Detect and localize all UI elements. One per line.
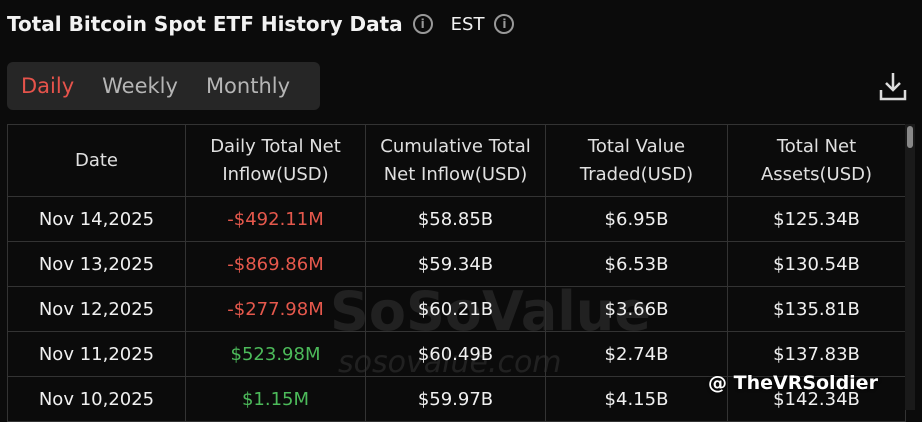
table-cell: $60.21B: [365, 286, 546, 332]
table-cell: -$492.11M: [185, 196, 366, 242]
tab[interactable]: Monthly: [205, 74, 291, 98]
table-cell: $1.15M: [185, 376, 366, 422]
table-cell: -$869.86M: [185, 241, 366, 287]
table-row: Nov 11,2025 $523.98M $60.49B $2.74B $137.83B: [7, 331, 906, 377]
table-cell: Nov 10,2025: [7, 376, 186, 422]
table-cell: -$277.98M: [185, 286, 366, 332]
table-cell: Nov 12,2025: [7, 286, 186, 332]
table-cell: $130.54B: [727, 241, 906, 287]
table-cell: Nov 11,2025: [7, 331, 186, 377]
header: Total Bitcoin Spot ETF History Data i ES…: [7, 12, 515, 36]
table-cell: $137.83B: [727, 331, 906, 377]
table-cell: Nov 14,2025: [7, 196, 186, 242]
table-cell: $2.74B: [545, 331, 728, 377]
table-cell: $59.97B: [365, 376, 546, 422]
table-row: Nov 13,2025 -$869.86M $59.34B $6.53B $130.54…: [7, 241, 906, 287]
download-button[interactable]: [878, 70, 908, 102]
table-cell: $6.53B: [545, 241, 728, 287]
table-cell: $523.98M: [185, 331, 366, 377]
table-row: Nov 14,2025 -$492.11M $58.85B $6.95B $125.34…: [7, 196, 906, 242]
page-title: Total Bitcoin Spot ETF History Data: [7, 12, 403, 36]
scrollbar[interactable]: [905, 124, 915, 410]
table-cell: $135.81B: [727, 286, 906, 332]
table-cell: $6.95B: [545, 196, 728, 242]
table-cell: $4.15B: [545, 376, 728, 422]
column-header: Total Net Assets(USD): [727, 124, 906, 197]
timezone[interactable]: EST: [450, 13, 485, 35]
table-cell: $3.66B: [545, 286, 728, 332]
info-icon[interactable]: i: [494, 14, 515, 34]
table-row: Nov 12,2025 -$277.98M $60.21B $3.66B $135.81…: [7, 286, 906, 332]
table-cell: Nov 13,2025: [7, 241, 186, 287]
period-tabs: Daily Weekly Monthly: [7, 62, 320, 110]
column-header: Total Value Traded(USD): [545, 124, 728, 197]
credit: @ TheVRSoldier: [708, 372, 878, 394]
table-cell: $59.34B: [365, 241, 546, 287]
tab[interactable]: Weekly: [102, 74, 178, 98]
column-header: Daily Total Net Inflow(USD): [185, 124, 366, 197]
table-cell: $58.85B: [365, 196, 546, 242]
info-icon[interactable]: i: [412, 14, 433, 34]
tab[interactable]: Daily: [21, 74, 75, 98]
column-header: Date: [7, 124, 186, 197]
table-cell: $125.34B: [727, 196, 906, 242]
page: Total Bitcoin Spot ETF History Data i ES…: [7, 12, 915, 422]
table-cell: $60.49B: [365, 331, 546, 377]
column-header: Cumulative Total Net Inflow(USD): [365, 124, 546, 197]
